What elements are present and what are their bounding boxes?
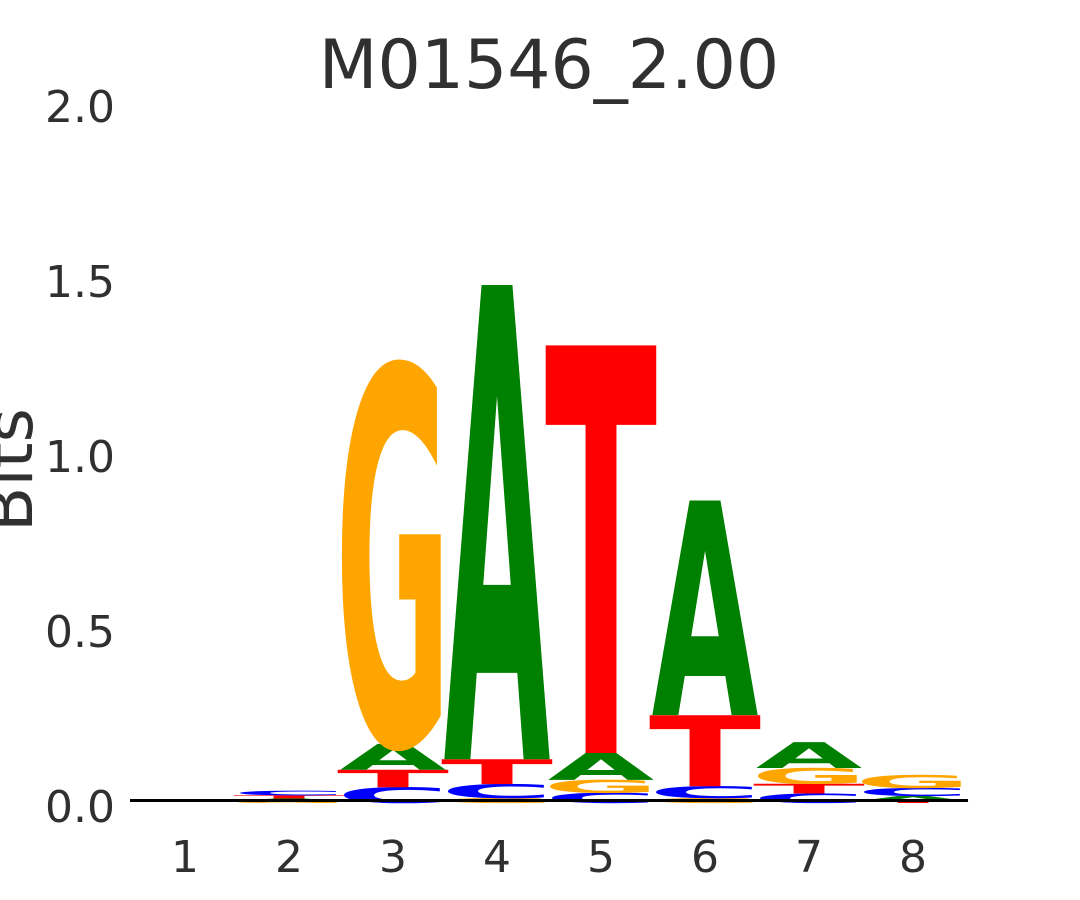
x-tick-1: 1 — [171, 832, 199, 883]
x-axis-line — [130, 799, 968, 802]
logo-letter-T-pos8: T — [857, 800, 969, 803]
y-tick-1.0: 1.0 — [45, 432, 115, 483]
x-tick-6: 6 — [691, 832, 719, 883]
logo-letter-T-pos6: T — [649, 696, 761, 809]
x-tick-4: 4 — [483, 832, 511, 883]
logo-letter-C-pos4: C — [440, 780, 553, 802]
logo-letter-C-pos5: C — [544, 790, 657, 806]
logo-letter-C-pos6: C — [648, 783, 761, 802]
logo-letter-G-pos2: G — [231, 801, 347, 804]
logo-letter-A-pos7: A — [756, 735, 863, 776]
y-tick-0.5: 0.5 — [45, 607, 115, 658]
logo-letter-T-pos2: T — [233, 794, 345, 799]
logo-letter-T-pos7: T — [753, 781, 865, 797]
logo-letter-A-pos4: A — [444, 155, 552, 900]
logo-letter-G-pos5: G — [543, 776, 659, 797]
logo-letter-A-pos8: A — [860, 795, 967, 803]
logo-letter-G-pos3: G — [335, 264, 451, 867]
y-tick-1.5: 1.5 — [45, 257, 115, 308]
chart-title: M01546_2.00 — [318, 26, 780, 105]
logo-letter-T-pos5: T — [545, 236, 658, 886]
logo-letter-C-pos2: C — [232, 789, 345, 796]
x-tick-2: 2 — [275, 832, 303, 883]
x-tick-5: 5 — [587, 832, 615, 883]
logo-letter-C-pos7: C — [752, 791, 865, 806]
logo-letter-C-pos8: C — [856, 786, 969, 799]
logo-letter-T-pos3: T — [337, 765, 449, 793]
logo-letter-stacks: GATCCTAGGCTACGATGCTACTGATACG — [231, 155, 971, 900]
y-tick-0.0: 0.0 — [45, 782, 115, 833]
logo-letter-A-pos6: A — [652, 444, 759, 786]
x-tick-8: 8 — [899, 832, 927, 883]
logo-letter-C-pos3: C — [336, 783, 449, 808]
logo-letter-A-pos5: A — [548, 746, 655, 789]
logo-letter-G-pos7: G — [751, 764, 867, 789]
y-tick-2.0: 2.0 — [45, 82, 115, 133]
x-tick-7: 7 — [795, 832, 823, 883]
logo-letter-T-pos4: T — [441, 753, 553, 793]
logo-letter-G-pos8: G — [855, 771, 971, 792]
logo-letter-A-pos3: A — [340, 737, 447, 778]
x-tick-3: 3 — [379, 832, 407, 883]
